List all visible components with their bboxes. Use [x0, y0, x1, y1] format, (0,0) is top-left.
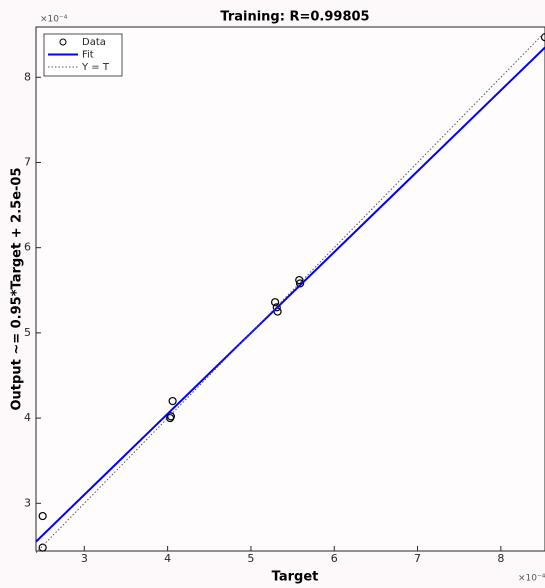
chart-title: Training: R=0.99805	[220, 10, 369, 25]
data-point	[38, 511, 47, 521]
data-point	[270, 298, 280, 307]
y-scale-label: ×10⁻⁴	[40, 15, 68, 25]
legend-text: Fit	[82, 50, 94, 61]
plot-area	[35, 26, 545, 552]
legend-marker	[59, 38, 67, 46]
data-point	[540, 33, 545, 42]
data-point	[272, 303, 281, 312]
y-tick-label: 3	[24, 496, 31, 509]
legend-text: Data	[82, 37, 106, 48]
x-scale-label: ×10⁻⁴	[518, 574, 545, 584]
y-tick-label: 4	[24, 411, 31, 424]
data-point	[38, 543, 47, 552]
x-tick-label: 6	[331, 552, 338, 565]
fit-line	[36, 46, 545, 543]
x-tick-label: 4	[164, 552, 171, 565]
identity-line	[36, 31, 545, 554]
x-axis-label: Target	[272, 570, 319, 585]
x-tick-label: 8	[497, 552, 504, 565]
data-point	[168, 396, 177, 406]
y-tick-label: 6	[24, 241, 31, 254]
y-tick-label: 5	[24, 326, 31, 339]
plot-content	[36, 31, 545, 554]
x-tick-label: 7	[414, 552, 421, 565]
y-tick-label: 7	[24, 155, 31, 168]
data-point	[295, 275, 304, 285]
data-point	[295, 279, 305, 288]
y-axis-label: Output ~= 0.95*Target + 2.5e-05	[10, 168, 25, 411]
data-point	[166, 413, 175, 423]
x-tick-label: 3	[81, 552, 88, 565]
y-tick-label: 8	[24, 70, 31, 83]
x-tick-label: 5	[247, 552, 254, 565]
legend-text: Y = T	[81, 62, 110, 73]
